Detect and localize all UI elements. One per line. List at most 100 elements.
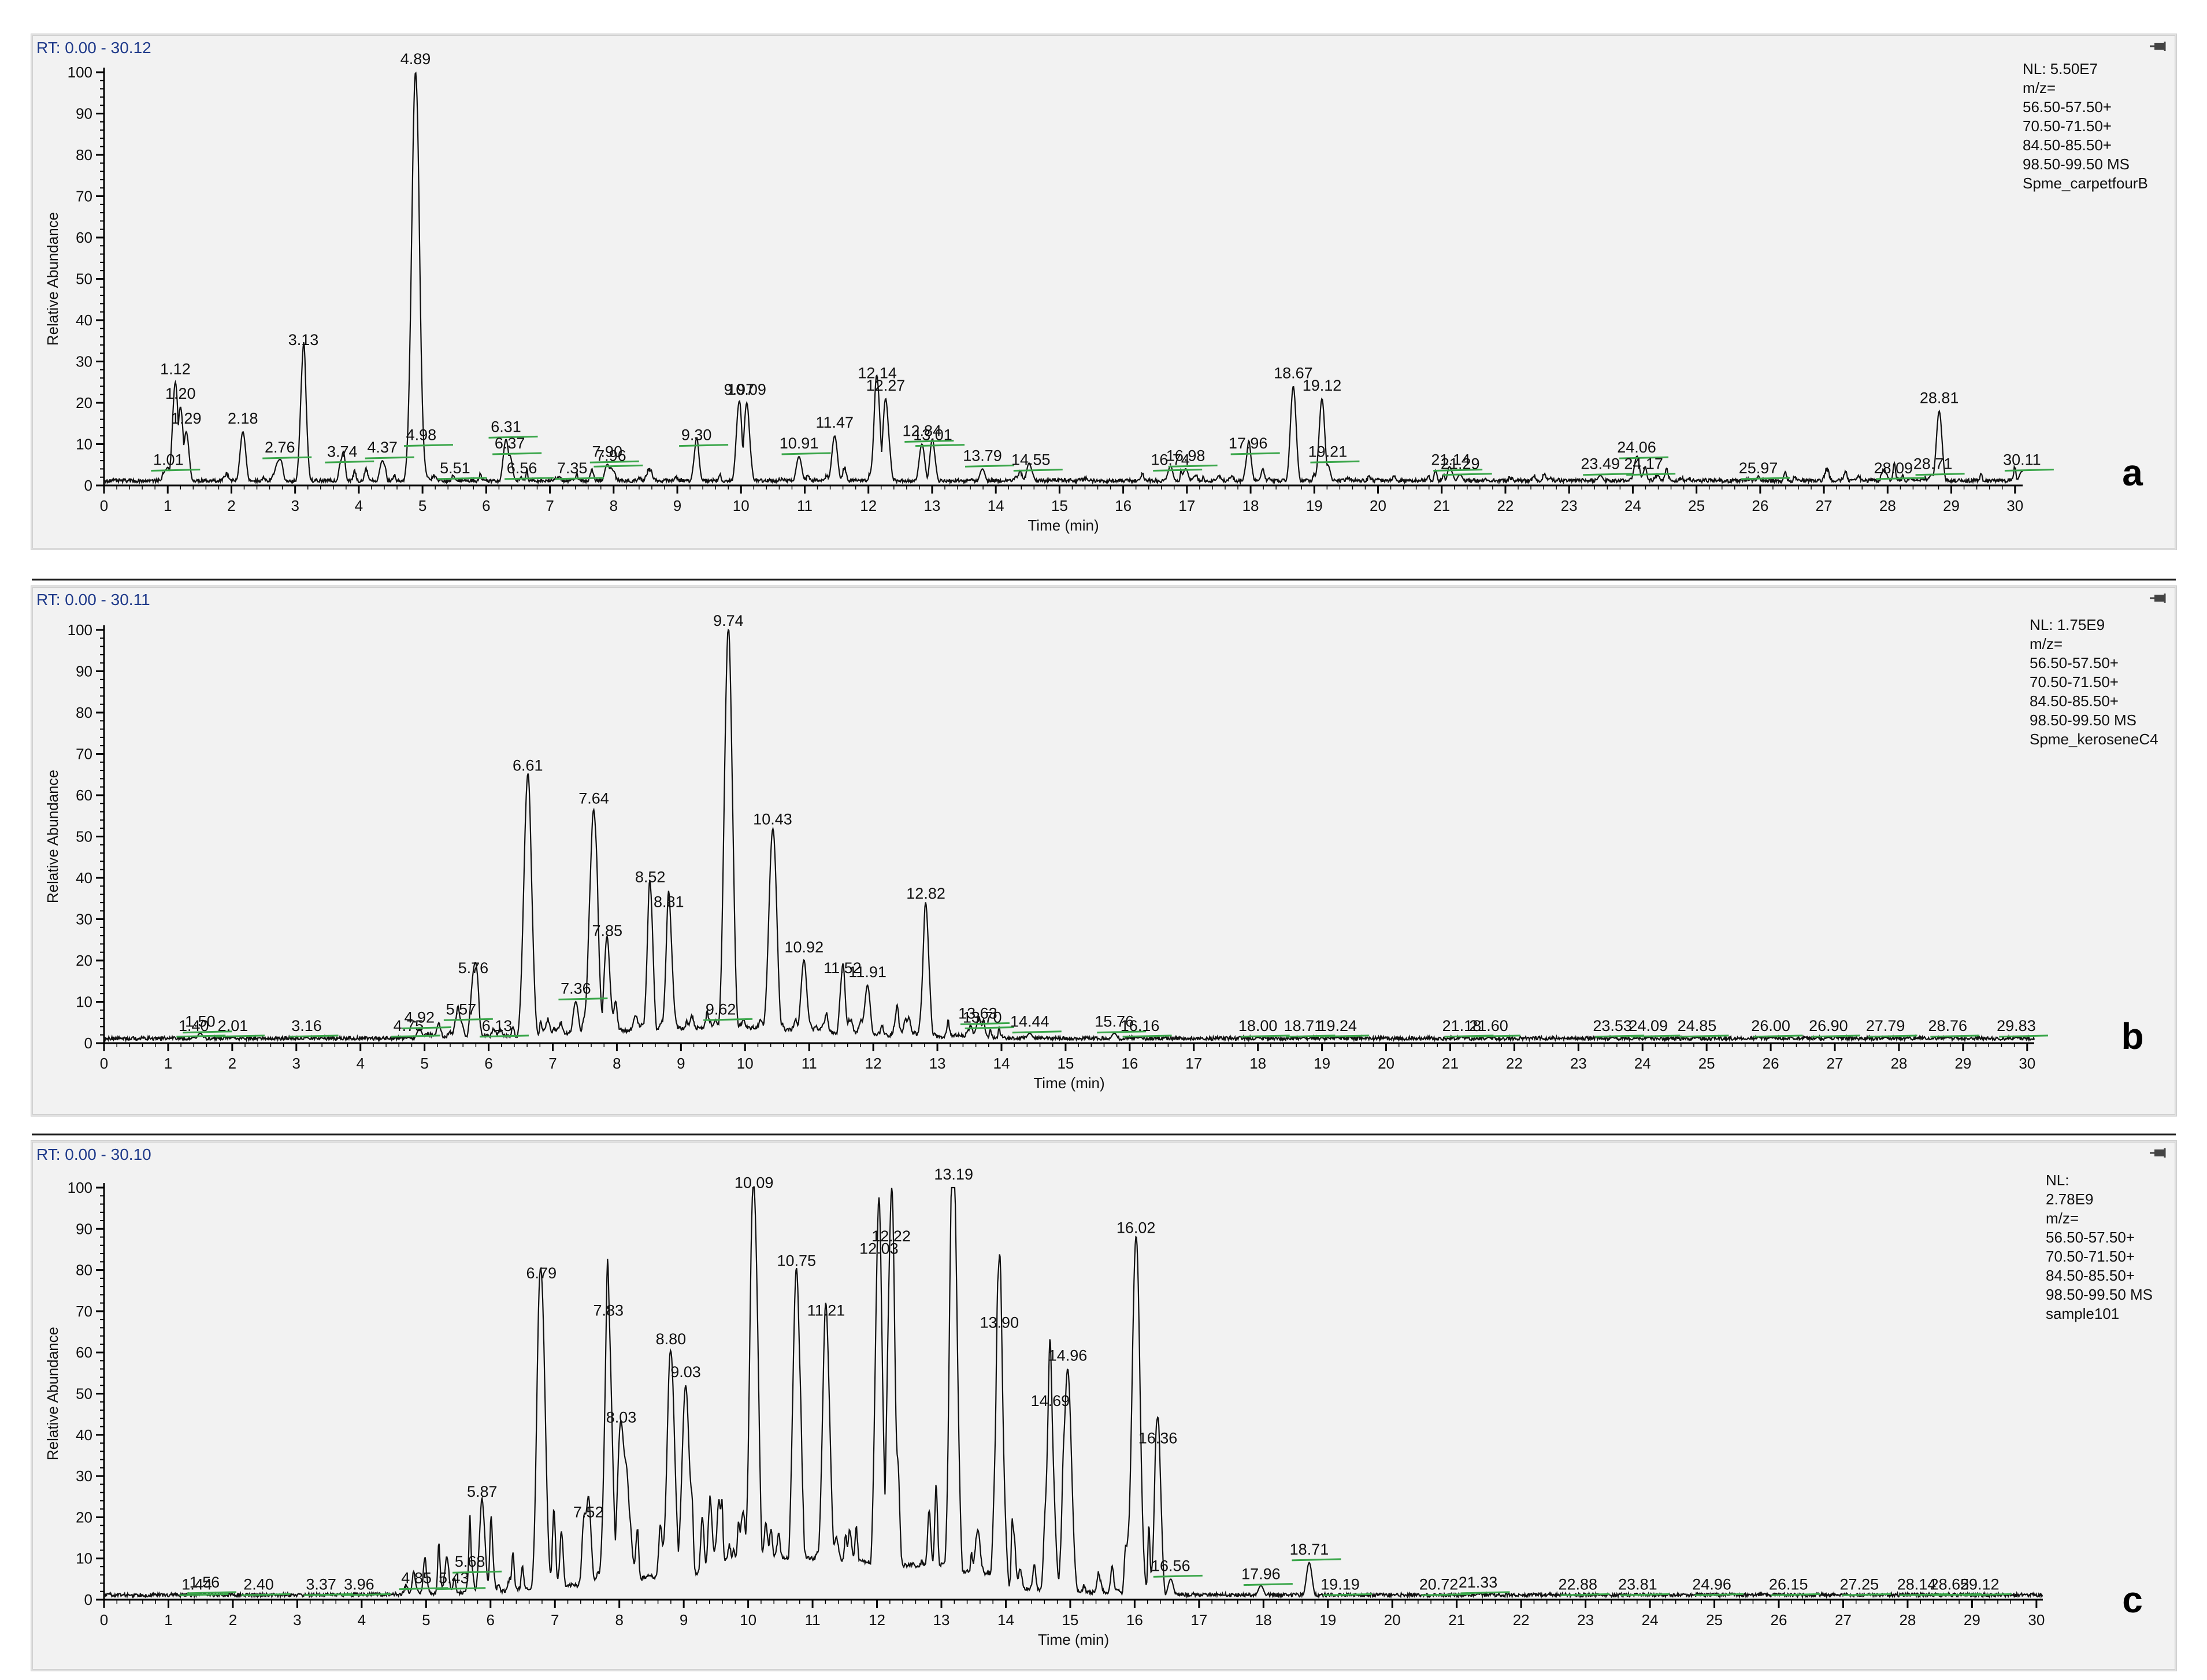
peak-label: 9.30 — [681, 427, 712, 444]
x-tick-label: 13 — [923, 497, 940, 514]
peak-label: 6.79 — [526, 1264, 557, 1282]
peak-baseline-marker — [1013, 469, 1063, 472]
x-tick-label: 14 — [997, 1611, 1014, 1629]
panel-frame — [31, 585, 2177, 1117]
peak-baseline-marker — [437, 477, 487, 480]
x-tick-label: 10 — [737, 1055, 754, 1072]
peak-baseline-marker — [241, 1593, 291, 1596]
info-line: 56.50-57.50+ — [2023, 98, 2112, 116]
y-tick-label: 90 — [76, 105, 92, 123]
y-tick-label: 80 — [76, 146, 92, 164]
x-tick-label: 21 — [1433, 497, 1450, 514]
y-tick-label: 40 — [76, 1426, 92, 1444]
peak-label: 7.64 — [578, 790, 609, 807]
y-tick-label: 60 — [76, 229, 92, 246]
x-tick-label: 18 — [1249, 1055, 1266, 1072]
x-tick-label: 12 — [869, 1611, 885, 1629]
panel-border — [31, 586, 2176, 1116]
peak-label: 14.96 — [1048, 1347, 1088, 1364]
peak-baseline-marker — [1122, 1034, 1172, 1038]
peak-label: 19.21 — [1308, 443, 1348, 460]
peak-label: 1.01 — [153, 451, 184, 469]
y-tick-label: 100 — [68, 1179, 92, 1196]
peak-label: 12.14 — [858, 364, 897, 381]
peak-label: 21.60 — [1469, 1017, 1508, 1034]
info-line: 98.50-99.50 MS — [2046, 1286, 2153, 1303]
peak-label: 16.36 — [1138, 1429, 1178, 1447]
x-tick-label: 1 — [164, 1611, 172, 1629]
peak-baseline-marker — [176, 1034, 226, 1038]
pin-icon — [2150, 594, 2166, 603]
peak-label: 18.00 — [1238, 1017, 1278, 1034]
peak-label: 4.37 — [367, 439, 398, 456]
peak-baseline-marker — [1619, 456, 1669, 459]
peak-label: 1.56 — [190, 1574, 220, 1591]
info-line: 70.50-71.50+ — [2023, 117, 2112, 135]
x-tick-label: 25 — [1706, 1611, 1723, 1629]
info-line: sample101 — [2046, 1305, 2119, 1322]
y-tick-label: 10 — [76, 1550, 92, 1567]
peak-label: 7.35 — [557, 459, 588, 477]
peak-label: 24.09 — [1629, 1017, 1668, 1034]
peak-label: 2.40 — [243, 1575, 274, 1593]
chart-panel-b: RT: 0.00 - 30.11 0 10 20 30 40 50 60 70 80 90 100 0 1… — [31, 578, 2177, 1117]
peak-baseline-marker — [289, 1034, 339, 1038]
y-tick-label: 70 — [76, 746, 92, 763]
peak-label: 13.63 — [958, 1004, 997, 1022]
x-tick-label: 24 — [1642, 1611, 1659, 1629]
peak-baseline-marker — [452, 1570, 502, 1574]
peak-label: 21.33 — [1459, 1574, 1498, 1591]
y-tick-label: 0 — [84, 1034, 92, 1052]
peak-baseline-marker — [555, 477, 604, 480]
peak-baseline-marker — [1915, 473, 1965, 476]
peak-label: 26.15 — [1769, 1575, 1808, 1593]
peak-baseline-marker — [183, 1030, 232, 1034]
y-tick-label: 50 — [76, 1385, 92, 1403]
x-tick-label: 12 — [860, 497, 877, 514]
peak-baseline-marker — [1930, 1034, 1980, 1038]
peak-label: 4.85 — [401, 1570, 432, 1587]
x-tick-label: 9 — [677, 1055, 685, 1072]
peak-baseline-marker — [2004, 469, 2054, 472]
y-tick-label: 60 — [76, 1344, 92, 1361]
y-axis-title: Relative Abundance — [44, 770, 61, 903]
peak-label: 5.76 — [458, 959, 489, 977]
x-tick-label: 13 — [933, 1611, 950, 1629]
peak-label: 10.92 — [785, 939, 824, 956]
info-line: 56.50-57.50+ — [2046, 1229, 2135, 1246]
y-tick-label: 60 — [76, 787, 92, 804]
peak-label: 19.24 — [1318, 1017, 1357, 1034]
peak-baseline-marker — [1168, 464, 1218, 468]
peak-label: 3.37 — [306, 1575, 336, 1593]
peak-label: 18.71 — [1284, 1017, 1323, 1034]
y-tick-label: 40 — [76, 869, 92, 887]
peak-baseline-marker — [402, 1026, 451, 1030]
peak-baseline-marker — [679, 444, 729, 447]
x-tick-label: 23 — [1577, 1611, 1594, 1629]
peak-label: 19.12 — [1303, 377, 1342, 394]
peak-baseline-marker — [1320, 1034, 1370, 1038]
y-tick-label: 70 — [76, 1303, 92, 1320]
peak-label: 5.57 — [446, 1000, 477, 1018]
peak-label: 28.65 — [1930, 1575, 1969, 1593]
y-tick-label: 100 — [68, 621, 92, 639]
x-axis-title: Time (min) — [1038, 1631, 1109, 1648]
peak-label: 9.97 — [724, 381, 755, 398]
panel-border — [31, 34, 2176, 550]
peak-label: 22.88 — [1558, 1575, 1597, 1593]
peak-label: 26.90 — [1809, 1017, 1848, 1034]
x-tick-label: 6 — [482, 497, 490, 514]
peak-baseline-marker — [492, 452, 542, 455]
peak-label: 18.71 — [1290, 1541, 1329, 1558]
info-line: NL: 1.75E9 — [2030, 616, 2105, 633]
y-tick-label: 80 — [76, 1262, 92, 1279]
x-tick-label: 0 — [100, 497, 108, 514]
info-line: Spme_carpetfourB — [2023, 175, 2148, 192]
peak-label: 4.98 — [406, 427, 437, 444]
chart-panel-a: RT: 0.00 - 30.12 0 10 20 30 40 50 60 70 80 90 100 0 1… — [31, 34, 2177, 550]
peak-label: 12.22 — [871, 1227, 911, 1245]
y-tick-label: 90 — [76, 1220, 92, 1237]
peak-label: 11.91 — [848, 963, 886, 981]
peak-label: 24.17 — [1624, 455, 1663, 473]
